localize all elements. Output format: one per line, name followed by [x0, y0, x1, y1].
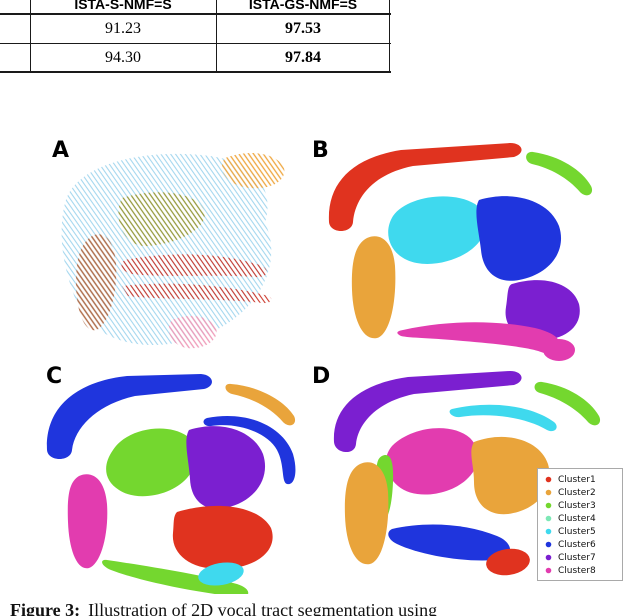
cluster-shape-magenta-blob — [385, 428, 478, 495]
legend-item: Cluster6 — [544, 538, 616, 551]
table-rule — [0, 13, 391, 15]
cluster-shape-lime-blob — [106, 428, 196, 497]
cluster-shape-blue-arc — [46, 374, 212, 459]
panel-label-a: A — [52, 138, 70, 163]
cluster-shape-magenta-teardrop — [67, 474, 108, 569]
cluster-shape-blue-blob — [476, 196, 562, 281]
legend-marker-icon — [545, 489, 552, 496]
figure-caption-text: Illustration of 2D vocal tract segmentat… — [88, 600, 438, 616]
legend-item: Cluster4 — [544, 512, 616, 525]
legend-label: Cluster5 — [558, 526, 596, 537]
legend-marker-icon — [545, 515, 552, 522]
cluster-shape-red-arc — [328, 143, 522, 231]
legend-marker-icon — [545, 554, 552, 561]
legend-item: Cluster7 — [544, 551, 616, 564]
cluster-shape-red-blob — [172, 505, 273, 569]
table-cell: 97.84 — [285, 49, 321, 66]
cluster-shape-magenta-blob — [543, 339, 575, 361]
panel-c-plot — [46, 374, 296, 594]
cluster-shape-cyan-blob — [388, 196, 486, 264]
legend-label: Cluster4 — [558, 513, 596, 524]
panel-b-plot — [328, 143, 593, 361]
scatter-patch-pink — [168, 315, 217, 349]
table-header-ista-s: ISTA-S-NMF=S — [74, 0, 172, 12]
table-header-cell: ISTA-S-NMF=S — [31, 0, 215, 13]
cluster-shape-orange-blob — [471, 436, 550, 515]
cluster-shape-orange-teardrop — [344, 462, 389, 565]
scatter-streak-red — [122, 283, 272, 304]
table-rule — [216, 0, 217, 73]
panel-a-plot — [61, 153, 285, 349]
table-cell: 94.30 — [105, 49, 141, 66]
scatter-patch-orange — [221, 153, 285, 189]
cluster-shape-lime-crescent — [526, 151, 593, 196]
cluster-shape-cyan-blob — [198, 562, 244, 586]
legend-item: Cluster3 — [544, 499, 616, 512]
figure-caption-label: Figure 3: — [10, 600, 81, 616]
legend-label: Cluster8 — [558, 565, 596, 576]
legend-marker-icon — [545, 476, 552, 483]
cluster-shape-red-blob — [486, 548, 530, 576]
table-rule — [0, 43, 391, 44]
legend-marker-icon — [545, 567, 552, 574]
cluster-shape-magenta-band — [397, 322, 561, 354]
legend-item: Cluster2 — [544, 486, 616, 499]
legend-label: Cluster3 — [558, 500, 596, 511]
cluster-shape-orange-teardrop — [351, 236, 396, 339]
legend-item: Cluster8 — [544, 564, 616, 577]
table-rule — [0, 71, 391, 73]
table-rule — [389, 0, 390, 73]
legend-label: Cluster7 — [558, 552, 596, 563]
panel-label-b: B — [312, 138, 329, 163]
legend-item: Cluster5 — [544, 525, 616, 538]
panel-label-d: D — [312, 364, 331, 389]
cluster-shape-purple-blob — [505, 280, 580, 341]
cluster-shape-purple-arc — [333, 371, 522, 453]
legend-label: Cluster2 — [558, 487, 596, 498]
cluster-legend: Cluster1 Cluster2 Cluster3 Cluster4 Clus… — [537, 468, 623, 581]
table-cell: 97.53 — [285, 20, 321, 37]
scatter-patch-olive — [118, 192, 205, 247]
legend-marker-icon — [545, 528, 552, 535]
cluster-shape-cyan-sliver — [449, 404, 557, 432]
cluster-shape-lime-crescent — [534, 381, 601, 426]
cluster-shape-orange-crescent — [225, 383, 296, 426]
panel-d-plot — [333, 371, 601, 576]
cluster-shape-purple-blob — [186, 426, 266, 509]
table-rule — [30, 0, 31, 73]
table-header-ista-gs: ISTA-GS-NMF=S — [248, 0, 358, 12]
panel-label-c: C — [46, 364, 63, 389]
scatter-streak-red — [121, 254, 267, 278]
table-header-cell: ISTA-GS-NMF=S — [217, 0, 389, 13]
cluster-shape-lime-arc — [102, 559, 249, 594]
cluster-shape-blue-band — [388, 524, 511, 561]
legend-marker-icon — [545, 502, 552, 509]
legend-marker-icon — [545, 541, 552, 548]
legend-item: Cluster1 — [544, 473, 616, 486]
legend-label: Cluster6 — [558, 539, 596, 550]
scatter-patch-brown — [76, 234, 117, 331]
cluster-shape-blue-thin-crescent — [203, 415, 296, 485]
legend-label: Cluster1 — [558, 474, 596, 485]
table-cell: 91.23 — [105, 20, 141, 37]
figure-caption: Figure 3: Illustration of 2D vocal tract … — [10, 600, 636, 616]
